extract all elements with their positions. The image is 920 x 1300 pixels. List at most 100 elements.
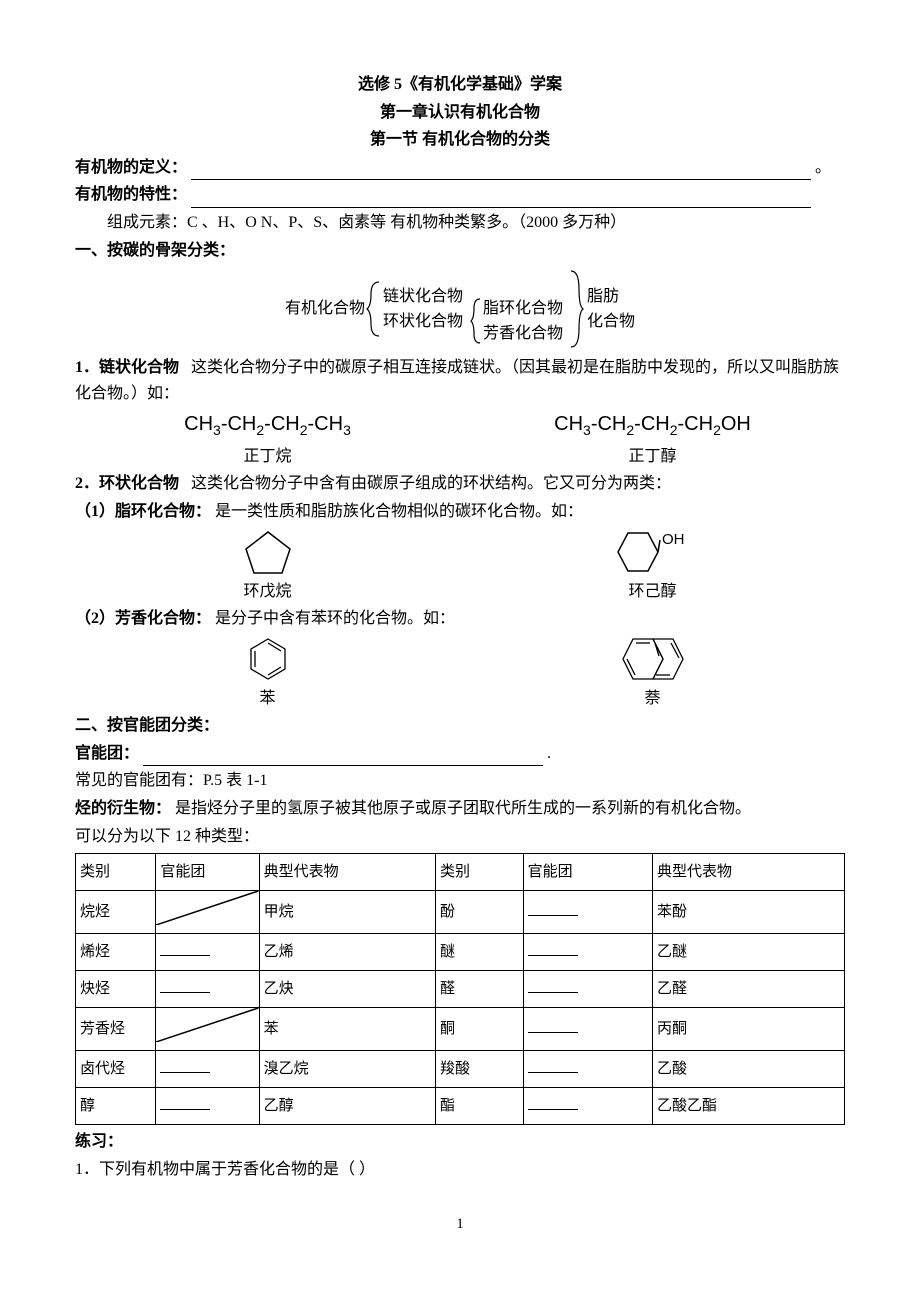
diagonal-cell <box>156 891 259 934</box>
table-cell: 丙酮 <box>652 1008 844 1051</box>
table-row: 烯烃 乙烯醚 乙醚 <box>76 934 845 971</box>
table-cell: 芳香烃 <box>76 1008 156 1051</box>
table-header: 官能团 <box>523 854 652 891</box>
functional-group-line: 官能团： . <box>75 741 845 767</box>
definition-label: 有机物的定义： <box>75 159 187 176</box>
table-cell: 酯 <box>435 1088 523 1125</box>
diagonal-cell <box>156 1008 259 1051</box>
table-cell: 甲烷 <box>259 891 435 934</box>
cyclopentane-name: 环戊烷 <box>75 579 460 605</box>
table-cell: 乙醚 <box>652 934 844 971</box>
table-cell: 苯酚 <box>652 891 844 934</box>
table-row: 醇乙醇酯乙酸乙酯 <box>76 1088 845 1125</box>
ring-compound-para: 2．环状化合物 这类化合物分子中含有由碳原子组成的环状结构。它又可分为两类： <box>75 471 845 497</box>
table-cell: 炔烃 <box>76 971 156 1008</box>
cyclohexanol-name: 环己醇 <box>460 579 845 605</box>
definition-line: 有机物的定义： 。 <box>75 155 845 181</box>
fg-label: 官能团： <box>75 745 139 762</box>
fg-blank[interactable] <box>143 765 543 766</box>
fg-suffix: . <box>547 745 551 762</box>
blank-cell[interactable] <box>523 891 652 934</box>
naphthalene-name: 萘 <box>460 686 845 712</box>
benzene-icon <box>243 634 293 684</box>
table-cell: 羧酸 <box>435 1051 523 1088</box>
practice-q1: 1．下列有机物中属于芳香化合物的是（ ） <box>75 1157 845 1183</box>
table-cell: 乙酸 <box>652 1051 844 1088</box>
page-number: 1 <box>75 1212 845 1236</box>
butane-name: 正丁烷 <box>75 444 460 470</box>
deriv-label: 烃的衍生物： <box>75 800 171 817</box>
functional-group-table: 类别官能团典型代表物类别官能团典型代表物烷烃甲烷酚苯酚烯烃乙烯醚乙醚炔烃乙炔醛乙… <box>75 853 845 1125</box>
tree-root: 有机化合物 <box>285 296 365 322</box>
svg-text:OH: OH <box>662 531 685 548</box>
table-row: 芳香烃 苯酮 丙酮 <box>76 1008 845 1051</box>
definition-blank[interactable] <box>191 179 811 180</box>
table-cell: 酮 <box>435 1008 523 1051</box>
table-cell: 乙醛 <box>652 971 844 1008</box>
sub-2-text: 是分子中含有苯环的化合物。如： <box>215 610 455 627</box>
brace-icon <box>469 297 483 345</box>
table-header: 官能团 <box>156 854 259 891</box>
section-2-heading: 二、按官能团分类： <box>75 713 845 739</box>
title-3: 第一节 有机化合物的分类 <box>75 127 845 153</box>
table-row: 卤代烃溴乙烷羧酸乙酸 <box>76 1051 845 1088</box>
table-header: 典型代表物 <box>652 854 844 891</box>
table-cell: 乙酸乙酯 <box>652 1088 844 1125</box>
derivative-para: 烃的衍生物： 是指烃分子里的氢原子被其他原子或原子团取代所生成的一系列新的有机化… <box>75 796 845 822</box>
table-cell: 乙炔 <box>259 971 435 1008</box>
item-2-text: 这类化合物分子中含有由碳原子组成的环状结构。它又可分为两类： <box>191 475 671 492</box>
brace-close-icon <box>567 269 585 349</box>
blank-cell[interactable] <box>156 934 259 971</box>
brace-icon <box>365 280 383 338</box>
chain-examples: CH3-CH2-CH2-CH3 正丁烷 CH3-CH2-CH2-CH2OH 正丁… <box>75 408 845 469</box>
table-cell: 醇 <box>76 1088 156 1125</box>
twelve-types: 可以分为以下 12 种类型： <box>75 824 845 850</box>
blank-cell[interactable] <box>523 971 652 1008</box>
blank-cell[interactable] <box>156 1088 259 1125</box>
practice-heading: 练习： <box>75 1129 845 1155</box>
tree-fat-1: 脂肪 <box>587 284 635 310</box>
cyclohexanol-icon: OH <box>598 527 708 577</box>
table-header: 类别 <box>435 854 523 891</box>
butanol-formula: CH3-CH2-CH2-CH2OH <box>460 408 845 441</box>
property-blank[interactable] <box>191 207 811 208</box>
item-1-label: 1．链状化合物 <box>75 359 179 376</box>
table-cell: 酚 <box>435 891 523 934</box>
definition-suffix: 。 <box>815 159 831 176</box>
table-cell: 醛 <box>435 971 523 1008</box>
table-cell: 乙烯 <box>259 934 435 971</box>
property-label: 有机物的特性： <box>75 186 187 203</box>
item-2-label: 2．环状化合物 <box>75 475 179 492</box>
butane-formula: CH3-CH2-CH2-CH3 <box>75 408 460 441</box>
tree-fat-2: 化合物 <box>587 309 635 335</box>
butanol-name: 正丁醇 <box>460 444 845 470</box>
elements-line: 组成元素：C 、H、O N、P、S、卤素等 有机物种类繁多。（2000 多万种） <box>75 210 845 236</box>
tree-alicyclic: 脂环化合物 <box>483 296 563 322</box>
blank-cell[interactable] <box>523 1008 652 1051</box>
aromatic-para: （2）芳香化合物： 是分子中含有苯环的化合物。如： <box>75 606 845 632</box>
item-1-text: 这类化合物分子中的碳原子相互连接成链状。（因其最初是在脂肪中发现的，所以又叫脂肪… <box>75 359 839 402</box>
deriv-text: 是指烃分子里的氢原子被其他原子或原子团取代所生成的一系列新的有机化合物。 <box>175 800 751 817</box>
title-1: 选修 5《有机化学基础》学案 <box>75 72 845 98</box>
blank-cell[interactable] <box>523 934 652 971</box>
classification-tree: 有机化合物 链状化合物 环状化合物 脂环化合物 芳香化合物 脂肪 化合物 <box>75 269 845 349</box>
table-cell: 溴乙烷 <box>259 1051 435 1088</box>
table-cell: 苯 <box>259 1008 435 1051</box>
title-2: 第一章认识有机化合物 <box>75 100 845 126</box>
table-header: 类别 <box>76 854 156 891</box>
naphthalene-icon <box>608 634 698 684</box>
section-1-heading: 一、按碳的骨架分类： <box>75 238 845 264</box>
table-cell: 烷烃 <box>76 891 156 934</box>
sub-2-label: （2）芳香化合物： <box>75 610 211 627</box>
blank-cell[interactable] <box>523 1051 652 1088</box>
table-cell: 醚 <box>435 934 523 971</box>
table-row: 炔烃 乙炔醛 乙醛 <box>76 971 845 1008</box>
sub-1-text: 是一类性质和脂肪族化合物相似的碳环化合物。如： <box>215 503 583 520</box>
table-row: 烷烃 甲烷酚 苯酚 <box>76 891 845 934</box>
blank-cell[interactable] <box>156 971 259 1008</box>
blank-cell[interactable] <box>156 1051 259 1088</box>
chain-compound-para: 1．链状化合物 这类化合物分子中的碳原子相互连接成链状。（因其最初是在脂肪中发现… <box>75 355 845 406</box>
tree-chain: 链状化合物 <box>383 284 463 310</box>
table-cell: 烯烃 <box>76 934 156 971</box>
blank-cell[interactable] <box>523 1088 652 1125</box>
